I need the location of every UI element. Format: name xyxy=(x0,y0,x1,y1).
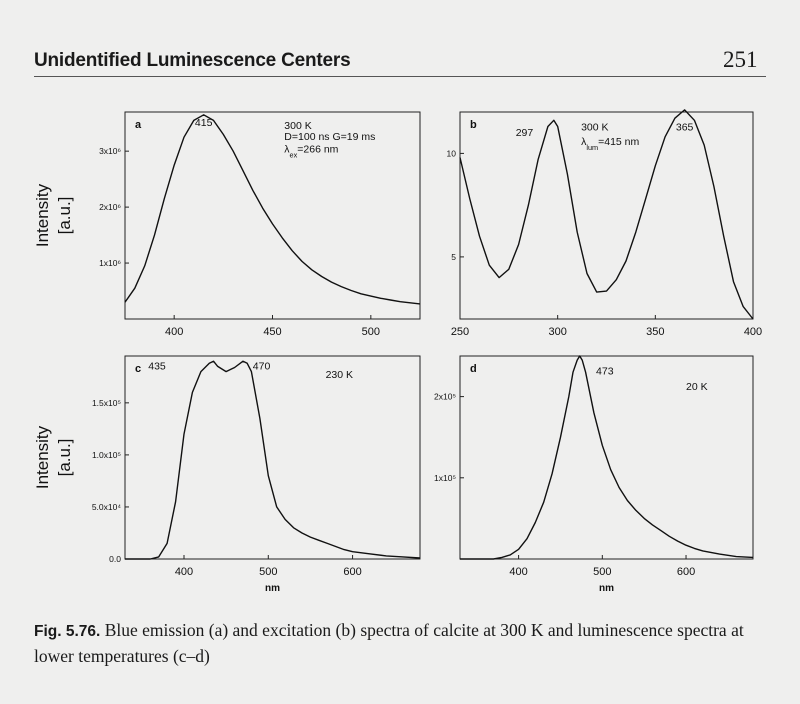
caption-text: Blue emission (a) and excitation (b) spe… xyxy=(34,620,744,666)
y-tick-label: 1.5x10⁵ xyxy=(92,398,121,408)
annotation-label: 435 xyxy=(148,361,166,373)
annotation-label: D=100 ns G=19 ms xyxy=(284,131,375,143)
series-line-b xyxy=(459,109,754,320)
annotation-label: 230 K xyxy=(326,369,353,381)
x-tick-label: 500 xyxy=(593,566,611,578)
header-rule xyxy=(34,76,766,77)
x-tick-label: 400 xyxy=(509,566,527,578)
y-tick-label: 2x10⁶ xyxy=(99,202,121,212)
page-number: 251 xyxy=(723,47,758,72)
annotation-label: 415 xyxy=(195,117,213,129)
annotation-label: 365 xyxy=(676,122,694,134)
x-tick-label: 400 xyxy=(175,566,193,578)
y-tick-label: 5.0x10⁴ xyxy=(92,502,122,512)
x-axis-label: nm xyxy=(599,583,614,594)
plot-frame xyxy=(124,111,421,320)
page-header: Unidentified Luminescence Centers 251 xyxy=(0,0,800,90)
panel-label-d: d xyxy=(470,363,477,375)
y-tick-label: 0.0 xyxy=(109,554,121,564)
x-tick-label: 500 xyxy=(362,326,380,338)
y-tick-label: 1.0x10⁵ xyxy=(92,450,121,460)
series-line-a xyxy=(124,114,421,305)
annotation-label: 297 xyxy=(516,127,534,139)
y-axis-label: [a.u.] xyxy=(55,197,74,235)
y-axis-label: Intensity xyxy=(33,183,52,247)
annotation-label: λex=266 nm xyxy=(284,143,338,159)
figure-caption: Fig. 5.76. Blue emission (a) and excitat… xyxy=(34,618,774,668)
x-tick-label: 500 xyxy=(259,566,277,578)
chart-panel-d: 400 500 600 1x10⁵ 2x10⁵ d nm 473 20 K xyxy=(434,355,754,594)
y-axis-label: Intensity xyxy=(33,425,52,489)
x-tick-label: 400 xyxy=(744,326,762,338)
y-tick-label: 1x10⁵ xyxy=(434,473,456,483)
chart-panel-b: 250 300 350 400 5 10 b 297 300 K λlum=415 nm 365 xyxy=(447,109,762,338)
caption-label: Fig. 5.76. xyxy=(34,623,101,640)
y-tick-label: 2x10⁵ xyxy=(434,392,456,402)
running-title: Unidentified Luminescence Centers xyxy=(34,50,351,71)
x-tick-label: 400 xyxy=(165,326,183,338)
plot-frame xyxy=(459,355,754,560)
panel-label-c: c xyxy=(135,363,141,375)
y-tick-label: 5 xyxy=(451,252,456,262)
annotation-label: 300 K xyxy=(581,122,608,134)
annotation-label: λlum=415 nm xyxy=(581,136,639,152)
panel-label-b: b xyxy=(470,119,477,131)
y-axis-label: [a.u.] xyxy=(55,439,74,477)
panel-label-a: a xyxy=(135,119,142,131)
annotation-label: 300 K xyxy=(284,120,311,132)
x-axis-label: nm xyxy=(265,583,280,594)
plot-frame xyxy=(124,355,421,560)
plot-frame xyxy=(459,111,754,320)
y-tick-label: 3x10⁶ xyxy=(99,146,121,156)
annotation-label: 20 K xyxy=(686,381,708,393)
y-tick-label: 10 xyxy=(447,148,457,158)
chart-panel-c: 400 500 600 0.0 5.0x10⁴ 1.0x10⁵ 1.5x10⁵ c nm Inte… xyxy=(33,355,421,594)
y-tick-label: 1x10⁶ xyxy=(99,258,121,268)
annotation-label: 473 xyxy=(596,366,614,378)
x-tick-label: 250 xyxy=(451,326,469,338)
x-tick-label: 450 xyxy=(263,326,281,338)
x-tick-label: 300 xyxy=(548,326,566,338)
series-line-d xyxy=(460,355,754,560)
x-tick-label: 600 xyxy=(677,566,695,578)
series-line-c xyxy=(125,360,421,560)
x-tick-label: 600 xyxy=(343,566,361,578)
chart-panel-a: 400 450 500 1x10⁶ 2x10⁶ 3x10⁶ a Intensity [a.u.]… xyxy=(33,111,421,338)
x-tick-label: 350 xyxy=(646,326,664,338)
annotation-label: 470 xyxy=(253,361,271,373)
